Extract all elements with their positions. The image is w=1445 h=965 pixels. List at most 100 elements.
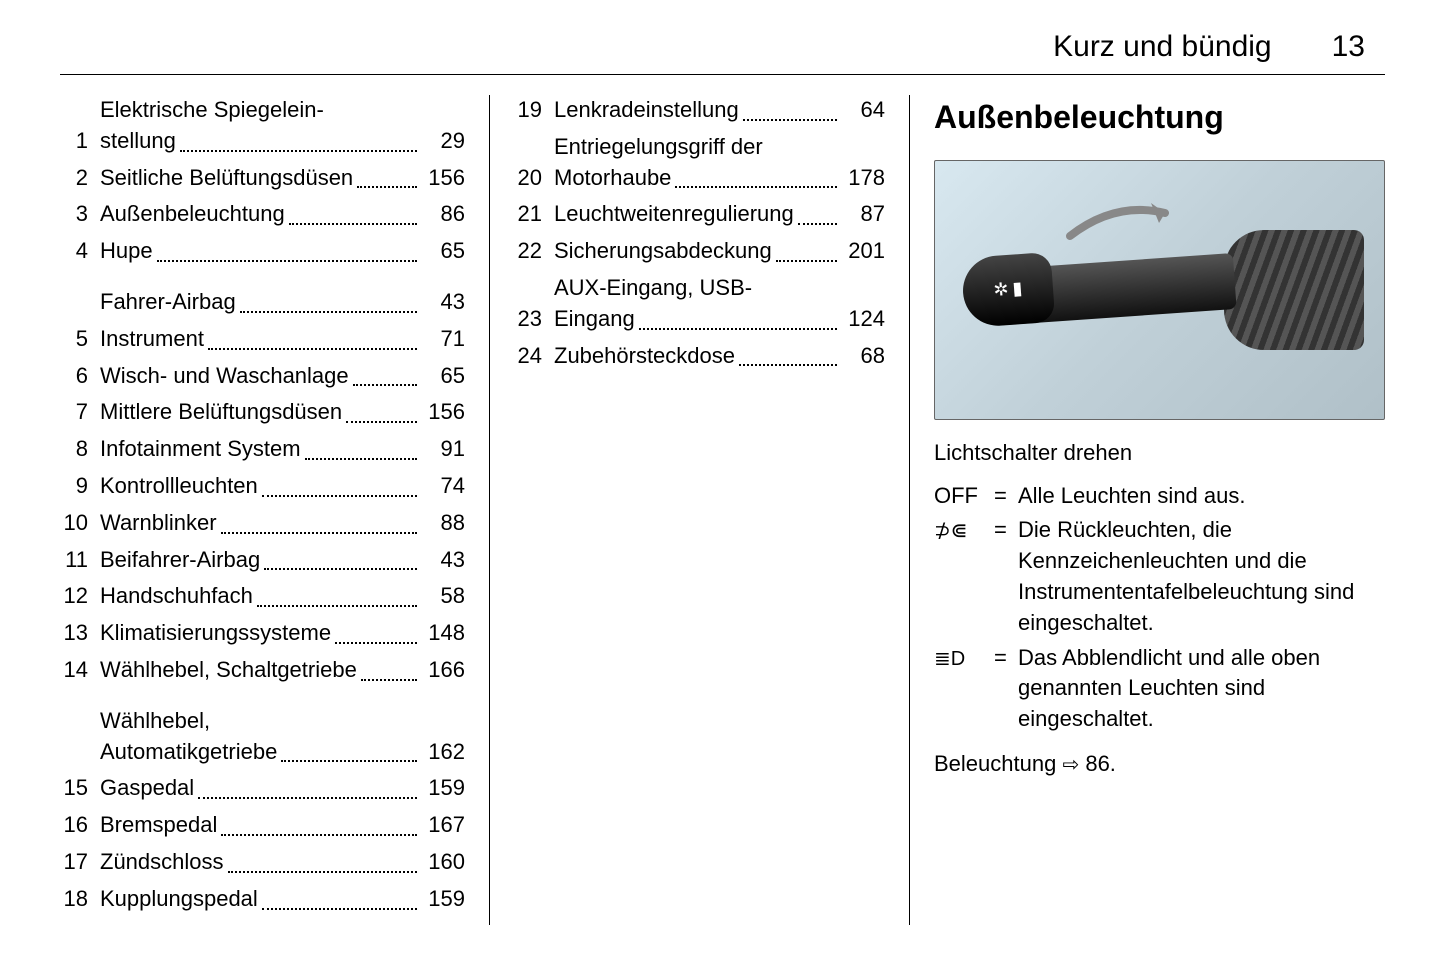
toc-label: Fahrer-Airbag: [100, 287, 236, 318]
figure-caption: Lichtschalter drehen: [934, 438, 1385, 469]
toc-leader-dots: [346, 421, 417, 423]
toc-leader-dots: [208, 348, 417, 350]
toc-body: Leuchtweitenregulierung87: [554, 199, 885, 230]
toc-body: AUX-Eingang, USB-Eingang124: [554, 273, 885, 335]
footnote: Beleuchtung ⇨ 86.: [934, 749, 1385, 780]
toc-row: 21Leuchtweitenregulierung87: [514, 199, 885, 230]
toc-row: 1Elektrische Spiegelein-stellung29: [60, 95, 465, 157]
stalk-boot-graphic: [1224, 230, 1364, 350]
toc-number: 19: [514, 95, 554, 126]
section-title: Außenbeleuchtung: [934, 95, 1385, 140]
toc-number: 22: [514, 236, 554, 267]
toc-page: 156: [421, 163, 465, 194]
toc-spacer: [60, 692, 465, 706]
toc-label: Zubehörsteckdose: [554, 341, 735, 372]
toc-row: 10Warnblinker88: [60, 508, 465, 539]
toc-row: 23AUX-Eingang, USB-Eingang124: [514, 273, 885, 335]
toc-page: 65: [421, 361, 465, 392]
toc-label: Wählhebel, Schaltgetriebe: [100, 655, 357, 686]
reference-arrow-icon: ⇨: [1062, 754, 1079, 776]
toc-leader-dots: [262, 495, 417, 497]
toc-body: Bremspedal167: [100, 810, 465, 841]
toc-leader-dots: [743, 119, 837, 121]
toc-number: 14: [60, 655, 100, 686]
toc-leader-dots: [221, 532, 417, 534]
toc-label: Beifahrer-Airbag: [100, 545, 260, 576]
header-page-number: 13: [1332, 30, 1365, 64]
toc-page: 64: [841, 95, 885, 126]
toc-leader-dots: [180, 150, 417, 152]
toc-body: Außenbeleuchtung86: [100, 199, 465, 230]
definition-text: Die Rückleuchten, die Kennzeichenleuchte…: [1018, 515, 1385, 638]
toc-row: 2Seitliche Belüftungsdüsen 156: [60, 163, 465, 194]
toc-body: Wisch- und Waschanlage65: [100, 361, 465, 392]
toc-leader-dots: [361, 679, 417, 681]
toc-page: 74: [421, 471, 465, 502]
toc-page: 156: [421, 397, 465, 428]
toc-row: 8Infotainment System91: [60, 434, 465, 465]
toc-page: 148: [421, 618, 465, 649]
toc-body: Sicherungsabdeckung201: [554, 236, 885, 267]
definition-equals: =: [994, 515, 1018, 638]
toc-body: Wählhebel, Schaltgetriebe 166: [100, 655, 465, 686]
toc-leader-dots: [221, 834, 417, 836]
toc-body: Kontrollleuchten74: [100, 471, 465, 502]
toc-label: Seitliche Belüftungsdüsen: [100, 163, 353, 194]
toc-leader-dots: [289, 223, 417, 225]
toc-leader-dots: [639, 328, 837, 330]
toc-leader-dots: [305, 458, 417, 460]
toc-page: 167: [421, 810, 465, 841]
toc-label: Leuchtweitenregulierung: [554, 199, 794, 230]
toc-number: 2: [60, 163, 100, 194]
toc-page: 166: [421, 655, 465, 686]
toc-body: Elektrische Spiegelein-stellung29: [100, 95, 465, 157]
toc-body: Instrument 71: [100, 324, 465, 355]
toc-leader-dots: [357, 186, 417, 188]
toc-label: Zündschloss: [100, 847, 224, 878]
toc-page: 159: [421, 884, 465, 915]
toc-label: Gaspedal: [100, 773, 194, 804]
toc-row: 14Wählhebel, Schaltgetriebe 166: [60, 655, 465, 686]
footnote-page: 86.: [1085, 751, 1116, 776]
toc-page: 88: [421, 508, 465, 539]
toc-leader-dots: [335, 642, 417, 644]
toc-label: Mittlere Belüftungsdüsen: [100, 397, 342, 428]
toc-page: 86: [421, 199, 465, 230]
toc-label: Entriegelungsgriff der: [554, 132, 885, 163]
toc-spacer: [60, 273, 465, 287]
toc-label: Eingang: [554, 304, 635, 335]
stalk-beam-icon: ▮: [1012, 276, 1024, 302]
definition-text: Das Abblendlicht und alle oben genannten…: [1018, 643, 1385, 735]
toc-number: 21: [514, 199, 554, 230]
toc-body: Seitliche Belüftungsdüsen 156: [100, 163, 465, 194]
toc-page: 124: [841, 304, 885, 335]
toc-number: 15: [60, 773, 100, 804]
toc-page: 71: [421, 324, 465, 355]
toc-number: 6: [60, 361, 100, 392]
toc-page: 178: [841, 163, 885, 194]
toc-column-2: 19Lenkradeinstellung6420Entriegelungsgri…: [490, 95, 910, 925]
toc-leader-dots: [264, 568, 417, 570]
toc-label: Instrument: [100, 324, 204, 355]
light-switch-figure: ✲ ▮: [934, 160, 1385, 420]
stalk-light-icon: ✲: [993, 277, 1010, 303]
toc-label: Elektrische Spiegelein-: [100, 95, 465, 126]
footnote-prefix: Beleuchtung: [934, 751, 1062, 776]
toc-row: 13Klimatisierungssysteme148: [60, 618, 465, 649]
toc-leader-dots: [281, 760, 417, 762]
toc-label: Klimatisierungssysteme: [100, 618, 331, 649]
toc-number: 8: [60, 434, 100, 465]
toc-page: 65: [421, 236, 465, 267]
toc-label: Warnblinker: [100, 508, 217, 539]
toc-leader-dots: [798, 223, 837, 225]
toc-page: 43: [421, 545, 465, 576]
toc-page: 159: [421, 773, 465, 804]
toc-leader-dots: [157, 260, 417, 262]
toc-number: 24: [514, 341, 554, 372]
toc-leader-dots: [262, 908, 417, 910]
toc-label: Infotainment System: [100, 434, 301, 465]
toc-number: 18: [60, 884, 100, 915]
toc-row: 9Kontrollleuchten74: [60, 471, 465, 502]
stalk-tip-graphic: ✲ ▮: [961, 252, 1056, 328]
toc-label: Hupe: [100, 236, 153, 267]
